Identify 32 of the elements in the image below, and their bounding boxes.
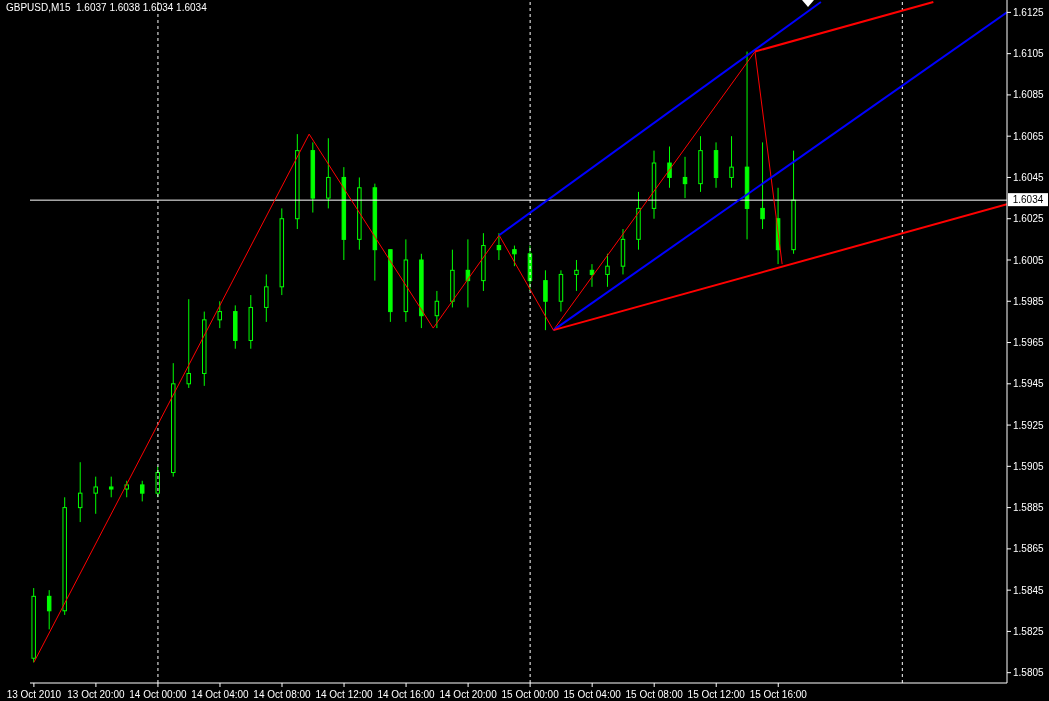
x-tick-label: 14 Oct 08:00 <box>253 689 312 700</box>
y-tick-label: 1.5985 <box>1013 295 1045 307</box>
y-tick-label: 1.5925 <box>1013 419 1045 431</box>
x-tick-label: 15 Oct 00:00 <box>501 689 560 700</box>
y-tick-label: 1.6025 <box>1013 213 1045 225</box>
x-tick-label: 15 Oct 12:00 <box>687 689 746 700</box>
x-tick-label: 15 Oct 04:00 <box>563 689 622 700</box>
y-tick-label: 1.5845 <box>1013 584 1045 596</box>
x-tick-label: 15 Oct 16:00 <box>749 689 808 700</box>
y-tick-label: 1.5805 <box>1013 667 1045 679</box>
y-tick-label: 1.5885 <box>1013 502 1045 514</box>
y-tick-label: 1.6125 <box>1013 6 1045 18</box>
x-tick-label: 15 Oct 08:00 <box>625 689 684 700</box>
x-tick-label: 14 Oct 20:00 <box>439 689 498 700</box>
y-tick-label: 1.5905 <box>1013 460 1045 472</box>
y-tick-label: 1.6045 <box>1013 172 1045 184</box>
x-tick-label: 14 Oct 04:00 <box>191 689 250 700</box>
chart-title: GBPUSD,M15 1.6037 1.6038 1.6034 1.6034 <box>6 2 207 13</box>
y-tick-label: 1.6105 <box>1013 48 1045 60</box>
x-tick-label: 14 Oct 16:00 <box>377 689 436 700</box>
y-tick-label: 1.6065 <box>1013 130 1045 142</box>
y-tick-label: 1.6005 <box>1013 254 1045 266</box>
x-tick-label: 14 Oct 00:00 <box>129 689 188 700</box>
x-tick-label: 13 Oct 20:00 <box>67 689 125 700</box>
ref-line-label: 1.6034 <box>1012 194 1044 206</box>
y-tick-label: 1.5945 <box>1013 378 1045 390</box>
y-tick-label: 1.5825 <box>1013 625 1045 637</box>
y-tick-label: 1.5865 <box>1013 543 1045 555</box>
x-tick-label: 14 Oct 12:00 <box>315 689 374 700</box>
y-tick-label: 1.5965 <box>1013 337 1045 349</box>
y-tick-label: 1.6085 <box>1013 89 1045 101</box>
x-tick-label: 13 Oct 2010 <box>6 689 62 700</box>
